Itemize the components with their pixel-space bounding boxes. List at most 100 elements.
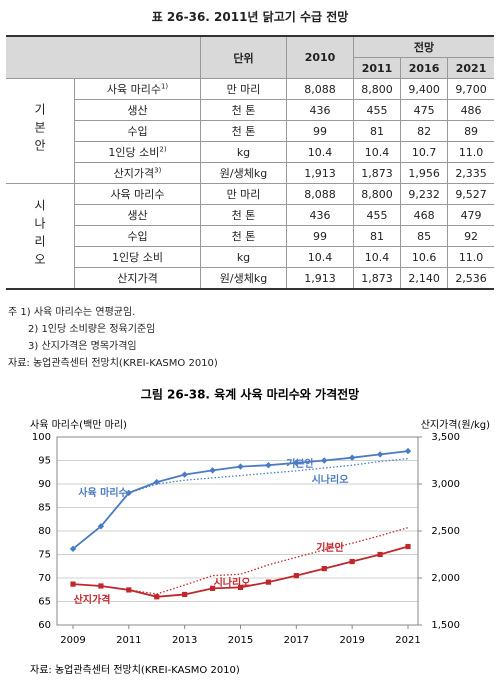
point <box>265 579 272 585</box>
value-cell: 436 <box>286 204 354 226</box>
point <box>293 459 300 467</box>
point <box>405 543 411 550</box>
note: 주 1) 사육 마리수는 연평균임. <box>8 307 136 318</box>
point <box>293 573 299 579</box>
y-tick-label: 85 <box>38 503 51 514</box>
value-cell: 11.0 <box>447 246 494 268</box>
point <box>98 583 104 589</box>
y2-tick-label: 1,500 <box>431 620 460 631</box>
value-cell: 8,800 <box>352 78 402 100</box>
row-label: 산지가격 <box>113 167 155 180</box>
value-cell: 8,088 <box>286 78 354 100</box>
chart-title: 그림 26-38. 육계 사육 마리수와 가격전망 <box>141 387 359 402</box>
row-label-cell: 생산 <box>74 99 201 121</box>
value-cell: 81 <box>352 120 402 142</box>
y-tick-label: 100 <box>32 432 51 443</box>
value-cell: 92 <box>447 225 494 247</box>
value-cell: 1,956 <box>400 162 449 184</box>
header-cell: 2011 <box>353 57 402 79</box>
value-cell: 85 <box>400 225 449 247</box>
value-cell: 99 <box>286 120 354 142</box>
annotation: 산지가격 <box>74 593 111 606</box>
point <box>182 591 188 598</box>
value-cell: 10.4 <box>352 246 402 268</box>
point <box>404 447 412 455</box>
row-label: 생산 <box>127 104 148 117</box>
table-row: 수입 천 톤 99 81 85 92 <box>6 225 494 247</box>
plot-frame <box>56 436 419 626</box>
unit-cell: 천 톤 <box>200 120 287 142</box>
value-cell: 1,913 <box>286 267 354 290</box>
row-label-cell: 수입 <box>74 225 201 247</box>
x-tick-label: 2015 <box>228 635 253 646</box>
point <box>181 471 188 478</box>
point <box>70 581 76 587</box>
row-label-cell: 사육 마리수 <box>74 183 201 205</box>
y2-tick-label: 3,500 <box>431 432 460 443</box>
series-label: 기본안 <box>286 457 314 470</box>
point <box>265 462 272 469</box>
row-label: 산지가격 <box>117 272 158 285</box>
table-row: 생산 천 톤 436 455 475 486 <box>6 99 494 121</box>
row-label: 수입 <box>127 230 148 243</box>
value-cell: 455 <box>352 204 402 226</box>
value-cell: 1,873 <box>352 267 402 290</box>
value-cell: 82 <box>400 120 449 142</box>
unit-cell: 천 톤 <box>200 99 287 121</box>
notes: 주 1) 사육 마리수는 연평균임. 2) 1인당 소비량은 정육기준임 3) 산지… <box>8 304 218 372</box>
group-cell: 기본안 <box>6 78 75 184</box>
point <box>209 467 216 474</box>
y2-tick-label: 2,000 <box>431 573 460 584</box>
group-cell: 시나리오 <box>6 183 75 290</box>
unit-cell: kg <box>200 141 287 163</box>
value-cell: 1,873 <box>352 162 402 184</box>
point <box>153 478 160 486</box>
x-tick-label: 2011 <box>116 635 141 646</box>
point <box>321 457 328 464</box>
point <box>126 587 132 593</box>
row-label: 사육 마리수 <box>110 188 165 201</box>
value-cell: 436 <box>286 99 354 121</box>
note: 3) 산지가격은 명목가격임 <box>28 341 137 352</box>
header-row: 2011 2016 2021 <box>6 57 494 79</box>
unit-cell: 천 톤 <box>200 204 287 226</box>
value-cell: 455 <box>352 99 402 121</box>
unit-cell: 만 마리 <box>200 78 287 100</box>
group-name: 시나리오 <box>32 198 47 271</box>
y-tick-label: 75 <box>38 550 51 561</box>
value-cell: 9,232 <box>400 183 449 205</box>
point <box>237 584 244 590</box>
chart: 그림 26-38. 육계 사육 마리수와 가격전망 사육 마리수(백만 마리) … <box>30 387 490 677</box>
value-cell: 2,335 <box>447 162 494 184</box>
value-cell: 81 <box>352 225 402 247</box>
table-title: 표 26-36. 2011년 닭고기 수급 전망 <box>151 10 349 24</box>
header-cell: 전망 <box>353 35 494 58</box>
row-label-cell: 수입 <box>74 120 201 142</box>
y-tick-label: 90 <box>38 479 51 490</box>
unit-cell: 천 톤 <box>200 225 287 247</box>
annotation: 사육 마리수 <box>78 486 127 499</box>
table-row: 산지가격 원/생체kg 1,913 1,873 2,140 2,536 <box>6 267 494 290</box>
unit-cell: 원/생체kg <box>200 162 287 184</box>
table: 단위 2010 전망 2011 2016 2021 기본안 사육 마리수1) 만 마리 8,088… <box>6 35 494 290</box>
value-cell: 2,140 <box>400 267 449 290</box>
point <box>349 558 355 565</box>
row-label-cell: 생산 <box>74 204 201 226</box>
value-cell: 8,088 <box>286 183 354 205</box>
row-label-cell: 산지가격3) <box>74 162 201 184</box>
table-row: 1인당 소비 kg 10.4 10.4 10.6 11.0 <box>6 246 494 268</box>
table-row: 수입 천 톤 99 81 82 89 <box>6 120 494 142</box>
point <box>69 545 77 553</box>
y-axis-label: 사육 마리수(백만 마리) <box>30 419 127 431</box>
note-mark: 3) <box>154 166 162 175</box>
table-row: 1인당 소비2) kg 10.4 10.4 10.7 11.0 <box>6 141 494 163</box>
value-cell: 468 <box>400 204 449 226</box>
note-mark: 2) <box>159 145 167 154</box>
point <box>376 451 384 458</box>
series-label: 시나리오 <box>312 473 349 486</box>
table-row: 생산 천 톤 436 455 468 479 <box>6 204 494 226</box>
unit-cell: 만 마리 <box>200 183 287 205</box>
chart-source: 자료: 농업관측센터 전망치(KREI-KASMO 2010) <box>30 663 240 676</box>
header-row: 단위 2010 전망 <box>6 35 494 79</box>
